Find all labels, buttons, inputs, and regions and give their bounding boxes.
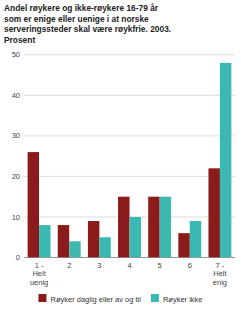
- x-tick-label: 6: [188, 261, 192, 270]
- x-tick-label: 2: [67, 261, 71, 270]
- grid-line: [24, 95, 235, 96]
- legend-label: Røyker ikke: [163, 295, 203, 304]
- bars: [28, 63, 232, 258]
- bar: [178, 233, 189, 257]
- y-tick-label: 10: [12, 213, 20, 222]
- y-tick-label: 0: [16, 253, 20, 262]
- bar: [88, 221, 99, 257]
- legend-swatch: [151, 294, 159, 302]
- bar: [148, 197, 159, 258]
- y-tick-label: 40: [12, 91, 20, 100]
- bar: [58, 225, 69, 257]
- bar: [208, 168, 219, 257]
- x-tick-label: 7 -Heltenig: [213, 261, 228, 287]
- bar: [118, 197, 129, 258]
- grid: [24, 55, 235, 258]
- bar: [28, 152, 39, 257]
- legend-item: Røyker daglig eller av og til: [38, 294, 141, 304]
- legend-label: Røyker daglig eller av og til: [50, 295, 141, 304]
- y-tick-label: 20: [12, 172, 20, 181]
- chart-container: Andel røykere og ikke-røykere 16-79 årso…: [0, 0, 241, 311]
- grid-line: [24, 135, 235, 136]
- title: Andel røykere og ikke-røykere 16-79 årso…: [4, 3, 171, 45]
- x-tick-label: 5: [158, 261, 162, 270]
- bar: [220, 63, 231, 258]
- grid-line: [24, 176, 235, 177]
- grid-line: [24, 54, 235, 55]
- bar: [69, 241, 80, 257]
- x-tick-label: 3: [97, 261, 101, 270]
- bar: [190, 221, 201, 257]
- bar: [99, 237, 110, 257]
- bar: [160, 197, 171, 258]
- chart-svg: Andel røykere og ikke-røykere 16-79 årso…: [0, 0, 241, 311]
- legend: Røyker daglig eller av og til Røyker ikke: [38, 294, 202, 304]
- x-tick-label: 1 -Heltuenig: [30, 261, 48, 287]
- y-tick-label: 30: [12, 131, 20, 140]
- x-tick-label: 4: [127, 261, 131, 270]
- legend-item: Røyker ikke: [151, 294, 203, 304]
- bar: [39, 225, 50, 257]
- legend-swatch: [38, 294, 46, 302]
- y-tick-label: 50: [12, 50, 20, 59]
- bar: [130, 217, 141, 258]
